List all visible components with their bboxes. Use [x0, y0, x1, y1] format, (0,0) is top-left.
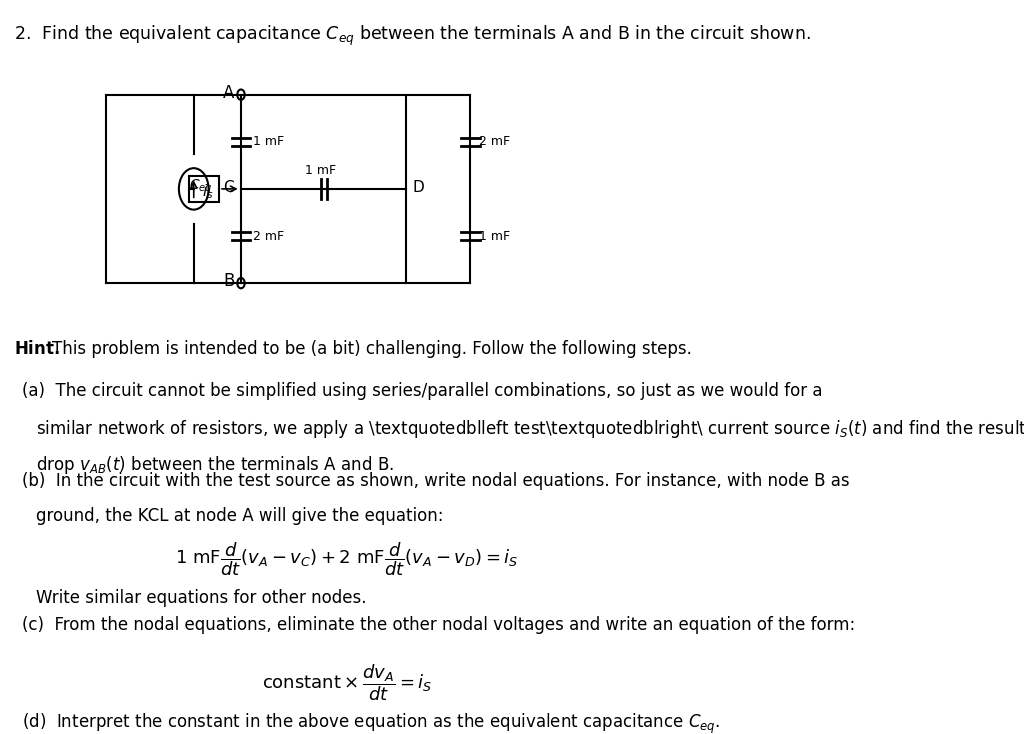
Text: 2 mF: 2 mF	[253, 230, 285, 242]
Text: ground, the KCL at node A will give the equation:: ground, the KCL at node A will give the …	[37, 507, 444, 526]
Text: drop $v_{AB}(t)$ between the terminals A and B.: drop $v_{AB}(t)$ between the terminals A…	[37, 454, 394, 476]
Text: (b)  In the circuit with the test source as shown, write nodal equations. For in: (b) In the circuit with the test source …	[22, 471, 849, 490]
Text: 1 mF: 1 mF	[305, 164, 336, 177]
Text: B: B	[223, 272, 234, 290]
Text: This problem is intended to be (a bit) challenging. Follow the following steps.: This problem is intended to be (a bit) c…	[52, 340, 692, 357]
Text: Write similar equations for other nodes.: Write similar equations for other nodes.	[37, 589, 367, 607]
Text: $C_{eq}$: $C_{eq}$	[188, 178, 212, 196]
Text: 2 mF: 2 mF	[478, 135, 510, 148]
Text: $\mathbf{Hint.}$: $\mathbf{Hint.}$	[13, 340, 59, 357]
Text: 1 mF: 1 mF	[478, 230, 510, 242]
Text: (d)  Interpret the constant in the above equation as the equivalent capacitance : (d) Interpret the constant in the above …	[22, 712, 720, 734]
Text: 1 mF: 1 mF	[253, 135, 285, 148]
Text: (c)  From the nodal equations, eliminate the other nodal voltages and write an e: (c) From the nodal equations, eliminate …	[22, 616, 855, 633]
Text: $i_s$: $i_s$	[202, 182, 213, 201]
Text: 2.  Find the equivalent capacitance $C_{eq}$ between the terminals A and B in th: 2. Find the equivalent capacitance $C_{e…	[13, 24, 810, 48]
Text: similar network of resistors, we apply a \textquotedblleft test\textquotedblrigh: similar network of resistors, we apply a…	[37, 418, 1024, 440]
Text: A: A	[223, 84, 234, 102]
Text: C: C	[223, 180, 234, 195]
Text: D: D	[413, 180, 424, 195]
Text: (a)  The circuit cannot be simplified using series/parallel combinations, so jus: (a) The circuit cannot be simplified usi…	[22, 382, 822, 400]
Text: $1\ \mathrm{mF}\dfrac{d}{dt}(v_A - v_C) + 2\ \mathrm{mF}\dfrac{d}{dt}(v_A - v_D): $1\ \mathrm{mF}\dfrac{d}{dt}(v_A - v_C) …	[175, 540, 518, 578]
Text: $\mathrm{constant} \times \dfrac{dv_A}{dt} = i_S$: $\mathrm{constant} \times \dfrac{dv_A}{d…	[262, 662, 432, 702]
